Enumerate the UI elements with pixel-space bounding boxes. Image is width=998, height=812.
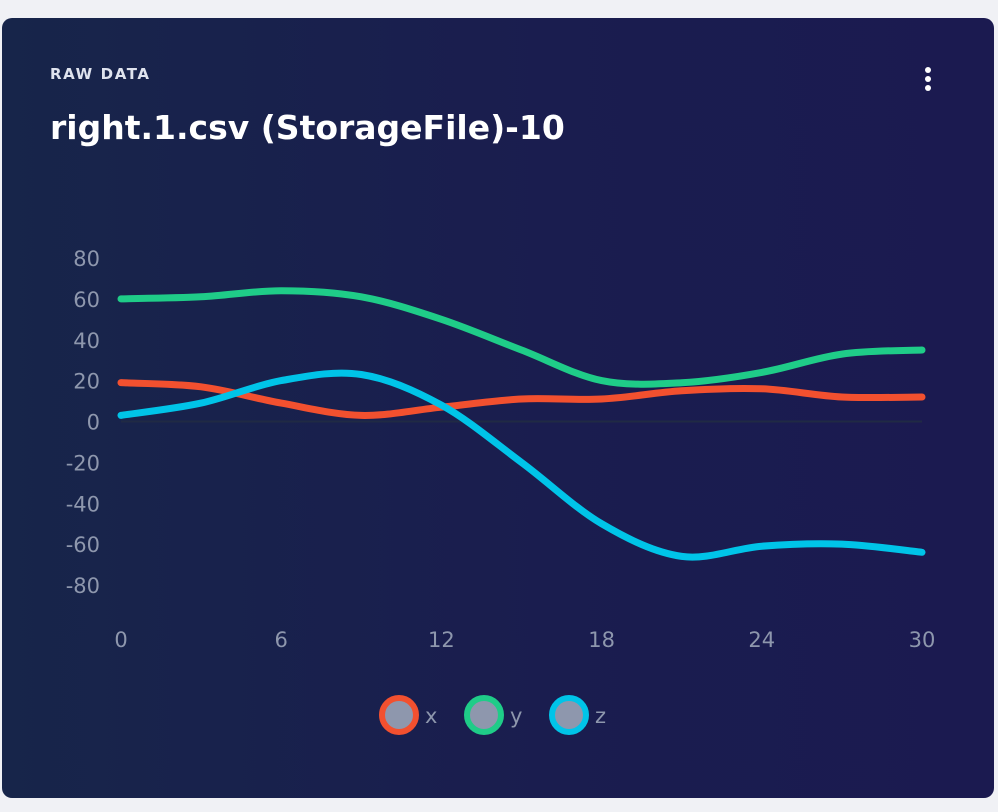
x-tick-label: 18	[588, 628, 615, 652]
legend-item-z[interactable]: z	[549, 695, 606, 735]
x-tick-label: 24	[748, 628, 775, 652]
legend-label: x	[425, 704, 437, 728]
y-tick-label: -40	[66, 492, 100, 516]
y-tick-label: 40	[73, 329, 100, 353]
x-tick-label: 0	[114, 628, 127, 652]
y-tick-label: 80	[73, 247, 100, 271]
legend-label: y	[510, 704, 522, 728]
y-tick-label: -60	[66, 533, 100, 557]
legend-marker	[464, 695, 504, 735]
y-tick-label: 20	[73, 370, 100, 394]
y-tick-label: -80	[66, 574, 100, 598]
legend-item-y[interactable]: y	[464, 695, 522, 735]
series-line-y	[117, 287, 926, 388]
series-line-x	[117, 379, 926, 419]
menu-dot	[925, 85, 931, 91]
menu-dot	[925, 67, 931, 73]
menu-dot	[925, 76, 931, 82]
card-title: right.1.csv (StorageFile)-10	[50, 108, 565, 147]
y-tick-label: -20	[66, 451, 100, 475]
legend-marker	[379, 695, 419, 735]
y-tick-label: 60	[73, 288, 100, 312]
x-tick-label: 12	[428, 628, 455, 652]
more-vertical-icon[interactable]	[914, 64, 942, 94]
card-eyebrow: RAW DATA	[50, 65, 151, 83]
y-tick-label: 0	[87, 411, 100, 435]
series-line-z	[117, 369, 926, 561]
legend-item-x[interactable]: x	[379, 695, 437, 735]
x-tick-label: 30	[909, 628, 936, 652]
raw-data-card: RAW DATA right.1.csv (StorageFile)-10 80…	[2, 18, 994, 798]
x-tick-label: 6	[275, 628, 288, 652]
legend-marker	[549, 695, 589, 735]
legend-label: z	[595, 704, 606, 728]
line-chart: 80 60 40 20 0 -20 -40 -60 -80 0 6 12 18 24 30 x y z	[66, 247, 936, 735]
